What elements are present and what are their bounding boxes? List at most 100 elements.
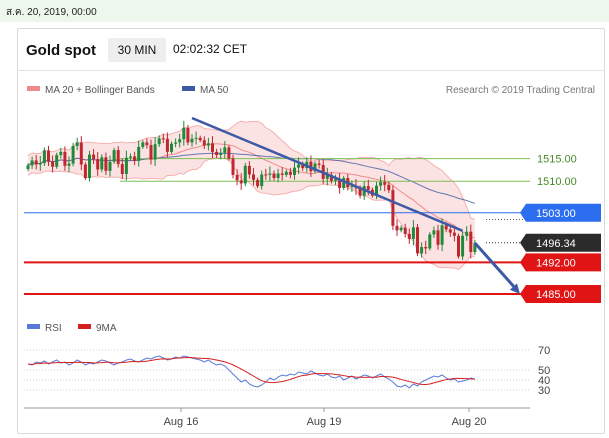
candle [161,133,165,144]
rsi-ma-legend-swatch [78,324,91,329]
candle [206,137,210,151]
candle [112,147,116,164]
candle [411,220,415,246]
candle [428,232,432,251]
rsi-tick-label: 40 [538,375,550,387]
candle [137,140,141,167]
candle [317,159,321,169]
candle [120,158,124,179]
candle [194,131,198,145]
candle [350,180,354,193]
candle [174,138,178,148]
candle [145,138,149,149]
bollinger-lower-line [27,156,475,271]
candle [59,147,63,159]
candle [395,219,399,237]
candle [387,181,391,193]
date-bar: ส.ค. 20, 2019, 00:00 [0,0,609,22]
candle [329,171,333,184]
timeframe-button[interactable]: 30 MIN [108,38,166,62]
candle [334,174,337,185]
candle [198,135,202,143]
support-level-label: 1485.00 [536,289,576,301]
candle [178,133,182,148]
candle [30,156,34,169]
candle [116,146,120,168]
candle [223,141,227,159]
candle [157,135,161,147]
rsi-ma-line [27,357,475,385]
candle [75,137,79,151]
credit-label: Research © 2019 Trading Central [446,85,595,96]
bollinger-upper-line [27,120,476,220]
candle [26,163,30,172]
current-price-badge [520,233,601,252]
candle [67,156,71,173]
candle [383,174,387,192]
candle [215,148,219,158]
candle [391,185,395,231]
candle [42,147,46,166]
candle [473,239,477,255]
resistance-level-label: 1515.00 [537,154,577,166]
candle [436,224,440,250]
clock-time: 02:02:32 CET [173,42,248,56]
candle [108,155,112,177]
candle [153,137,157,166]
rsi-ma-legend-label: 9MA [96,323,117,334]
candle [88,150,91,182]
candle [141,140,145,149]
candle [55,152,59,169]
rsi-tick-label: 70 [538,345,550,357]
candle [325,167,329,186]
chart-card [17,28,605,434]
candle [276,168,280,183]
candle [165,132,169,158]
projection-arrow-shaft [473,241,518,290]
candle [211,136,214,159]
candle [264,168,268,180]
candle [432,226,436,238]
candle [247,161,251,179]
candle [38,156,42,171]
candle [235,169,239,186]
candle [186,124,190,146]
candle [407,228,411,244]
candle [71,142,75,167]
candle [219,148,223,160]
ma50-legend-label: MA 50 [200,85,229,96]
instrument-title: Gold spot [26,42,96,59]
projection-arrow-head [509,283,520,294]
candle [133,151,137,166]
current-price-label: 1496.34 [536,238,576,250]
support-level-badge [520,253,601,272]
support-level-badge [520,284,601,303]
rsi-legend-swatch [27,324,40,329]
candle [272,170,276,181]
bollinger-legend-swatch [27,86,40,91]
candle [424,240,428,255]
candle [469,224,473,259]
x-tick-label: Aug 19 [307,416,342,428]
candle [293,162,296,180]
support-level-label: 1492.00 [536,257,576,269]
ma50-legend-swatch [182,86,195,91]
candle [96,151,100,176]
rsi-tick-label: 30 [538,385,550,397]
candle [338,173,342,194]
candle [231,154,235,179]
candle [83,162,87,181]
candle [124,150,128,181]
candle [100,154,104,173]
candle [79,136,83,171]
candle [313,161,317,174]
candle [297,157,301,175]
candle [243,162,247,187]
header-divider [17,70,605,71]
candle [256,177,260,189]
x-tick-label: Aug 20 [452,416,487,428]
candle [452,226,456,242]
pivot-level-badge [520,203,601,222]
candle [416,224,419,257]
